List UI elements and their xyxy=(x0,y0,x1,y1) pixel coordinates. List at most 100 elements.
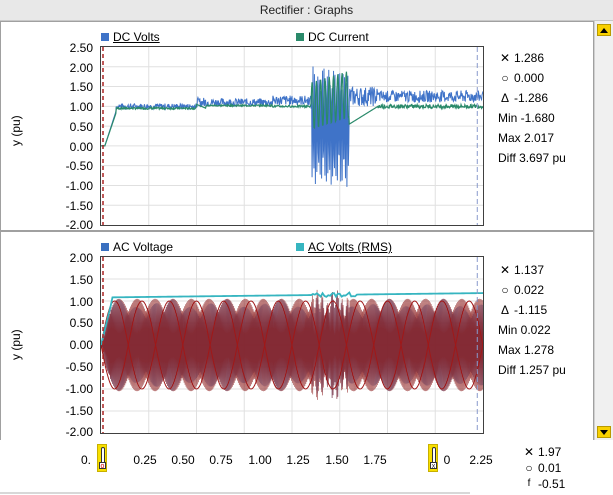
cross-icon: ✕ xyxy=(499,263,511,277)
time-readout-cross: ✕ 1.97 xyxy=(522,444,565,460)
readout-max: Max 2.017 xyxy=(498,131,555,145)
circle-icon: ○ xyxy=(501,283,509,297)
vertical-scrollbar[interactable] xyxy=(594,21,613,441)
x-tick-label: 0.50 xyxy=(171,453,195,467)
readout-delta-value: -1.286 xyxy=(514,91,549,105)
readout-diff: Diff 1.257 pu xyxy=(498,363,566,377)
plot-canvas-ac[interactable] xyxy=(101,257,483,433)
scroll-down-button[interactable] xyxy=(597,426,611,438)
time-readout-circle: ○ 0.01 xyxy=(522,460,565,476)
readout-cross-value: 1.137 xyxy=(514,263,545,277)
end-marker-handle[interactable]: x xyxy=(428,444,438,472)
y-tick-label: 1.00 xyxy=(69,100,93,115)
legend-swatch xyxy=(296,33,304,41)
y-tick-label: 0.50 xyxy=(69,119,93,134)
time-readout-cross-value: 1.97 xyxy=(538,445,562,459)
y-tick-label: -1.50 xyxy=(65,198,93,213)
readout-cross-value: 1.286 xyxy=(514,51,545,65)
start-marker-handle[interactable]: o xyxy=(97,444,107,472)
series-envelope-lower xyxy=(101,300,483,390)
graph-panel-dc[interactable]: y (pu) 2.50 2.00 1.50 1.00 0.50 0.00 -0.50 -1.0… xyxy=(0,21,594,233)
readout-cross: ✕ 1.137 xyxy=(498,260,566,280)
marker-stem xyxy=(101,447,105,463)
time-axis[interactable]: 0. 0.25 0.50 0.75 1.00 1.25 1.50 1.75 0 2.25 o x xyxy=(0,440,613,495)
y-axis-label: y (pu) xyxy=(9,115,23,146)
readout-delta: Δ -1.286 xyxy=(498,88,566,108)
y-tick-label: -2.00 xyxy=(65,218,93,233)
cross-marker-icon: x xyxy=(430,462,437,470)
legend-ac-rms[interactable]: AC Volts (RMS) xyxy=(296,240,392,254)
time-readout: ✕ 1.97 ○ 0.01 f -0.51 xyxy=(522,444,565,492)
x-tick-label: 1.00 xyxy=(248,453,272,467)
y-tick-label: 1.50 xyxy=(69,80,93,95)
x-tick-label: 2.25 xyxy=(469,453,493,467)
x-tick-label: 0.75 xyxy=(209,453,233,467)
y-tick-label: 0.50 xyxy=(69,316,93,331)
y-tick-label: -0.50 xyxy=(65,360,93,374)
legend-swatch xyxy=(101,243,109,251)
cross-icon: ✕ xyxy=(499,51,511,65)
series-line-dc-current xyxy=(101,71,483,147)
y-tick-label: -2.00 xyxy=(65,425,93,440)
y-tick-label: 1.00 xyxy=(69,294,93,309)
readout-circle: ○ 0.000 xyxy=(498,68,566,88)
readout-min: Min 0.022 xyxy=(498,323,551,337)
y-tick-label: 2.50 xyxy=(69,41,93,55)
series-line-ac-voltage xyxy=(101,289,483,400)
y-tick-label: 2.00 xyxy=(69,251,93,265)
x-tick-label: 1.25 xyxy=(286,453,310,467)
legend-ac-voltage[interactable]: AC Voltage xyxy=(101,240,173,254)
x-tick-label: 0 xyxy=(443,453,451,467)
f-icon: f xyxy=(527,478,531,489)
readout-diff: Diff 3.697 pu xyxy=(498,151,566,165)
readout-min: Min -1.680 xyxy=(498,111,555,125)
y-tick-label: -1.00 xyxy=(65,178,93,193)
readout-delta: Δ -1.115 xyxy=(498,300,566,320)
readout-panel-ac: ✕ 1.137 ○ 0.022 Δ -1.115 Min 0.022 Max 1.27… xyxy=(498,260,566,380)
y-tick-label: 0.00 xyxy=(69,139,93,154)
window-title: Rectifier : Graphs xyxy=(0,0,613,21)
legend-swatch xyxy=(296,243,304,251)
readout-panel-dc: ✕ 1.286 ○ 0.000 Δ -1.286 Min -1.680 Max 2.0… xyxy=(498,48,566,168)
y-tick-label: 2.00 xyxy=(69,60,93,75)
circle-marker-icon: o xyxy=(99,462,106,470)
time-readout-f: f -0.51 xyxy=(522,476,566,492)
readout-delta-value: -1.115 xyxy=(514,303,548,317)
y-tick-label: -1.50 xyxy=(65,403,93,418)
y-tick-label: 1.50 xyxy=(69,272,93,287)
horizontal-scroll-track[interactable] xyxy=(0,492,470,494)
y-tick-label: -1.00 xyxy=(65,381,93,396)
y-tick-label: 0.00 xyxy=(69,338,93,353)
plot-area-dc[interactable] xyxy=(100,46,484,226)
legend-label: AC Voltage xyxy=(113,240,174,254)
legend-dc-current[interactable]: DC Current xyxy=(296,30,369,44)
plot-canvas-dc[interactable] xyxy=(101,47,483,225)
legend-label: AC Volts (RMS) xyxy=(308,240,393,254)
legend-label: DC Volts xyxy=(113,30,160,44)
scroll-up-button[interactable] xyxy=(597,24,611,36)
plot-area-ac[interactable] xyxy=(100,256,484,434)
time-readout-f-value: -0.51 xyxy=(538,477,566,491)
y-axis-label: y (pu) xyxy=(9,329,23,360)
readout-circle-value: 0.022 xyxy=(514,283,545,297)
x-tick-label: 1.75 xyxy=(363,453,387,467)
series-line-dc-volts xyxy=(101,66,483,187)
time-readout-circle-value: 0.01 xyxy=(538,461,562,475)
readout-circle-value: 0.000 xyxy=(514,71,545,85)
legend-swatch xyxy=(101,33,109,41)
legend-dc-volts[interactable]: DC Volts xyxy=(101,30,160,44)
readout-max: Max 1.278 xyxy=(498,343,555,357)
marker-stem xyxy=(432,447,436,463)
x-tick-label: 0.25 xyxy=(133,453,157,467)
y-tick-label: -0.50 xyxy=(65,159,93,174)
cross-icon: ✕ xyxy=(523,445,535,459)
x-tick-label: 1.50 xyxy=(325,453,349,467)
arrow-up-icon xyxy=(600,27,608,33)
circle-icon: ○ xyxy=(525,461,533,475)
delta-icon: Δ xyxy=(500,91,509,105)
series-line-ac-rms xyxy=(101,291,483,346)
readout-circle: ○ 0.022 xyxy=(498,280,566,300)
graph-panel-ac[interactable]: y (pu) 2.00 1.50 1.00 0.50 0.00 -0.50 -1.00 -1.… xyxy=(0,231,594,441)
x-tick-label: 0. xyxy=(80,453,92,467)
legend-label: DC Current xyxy=(308,30,369,44)
